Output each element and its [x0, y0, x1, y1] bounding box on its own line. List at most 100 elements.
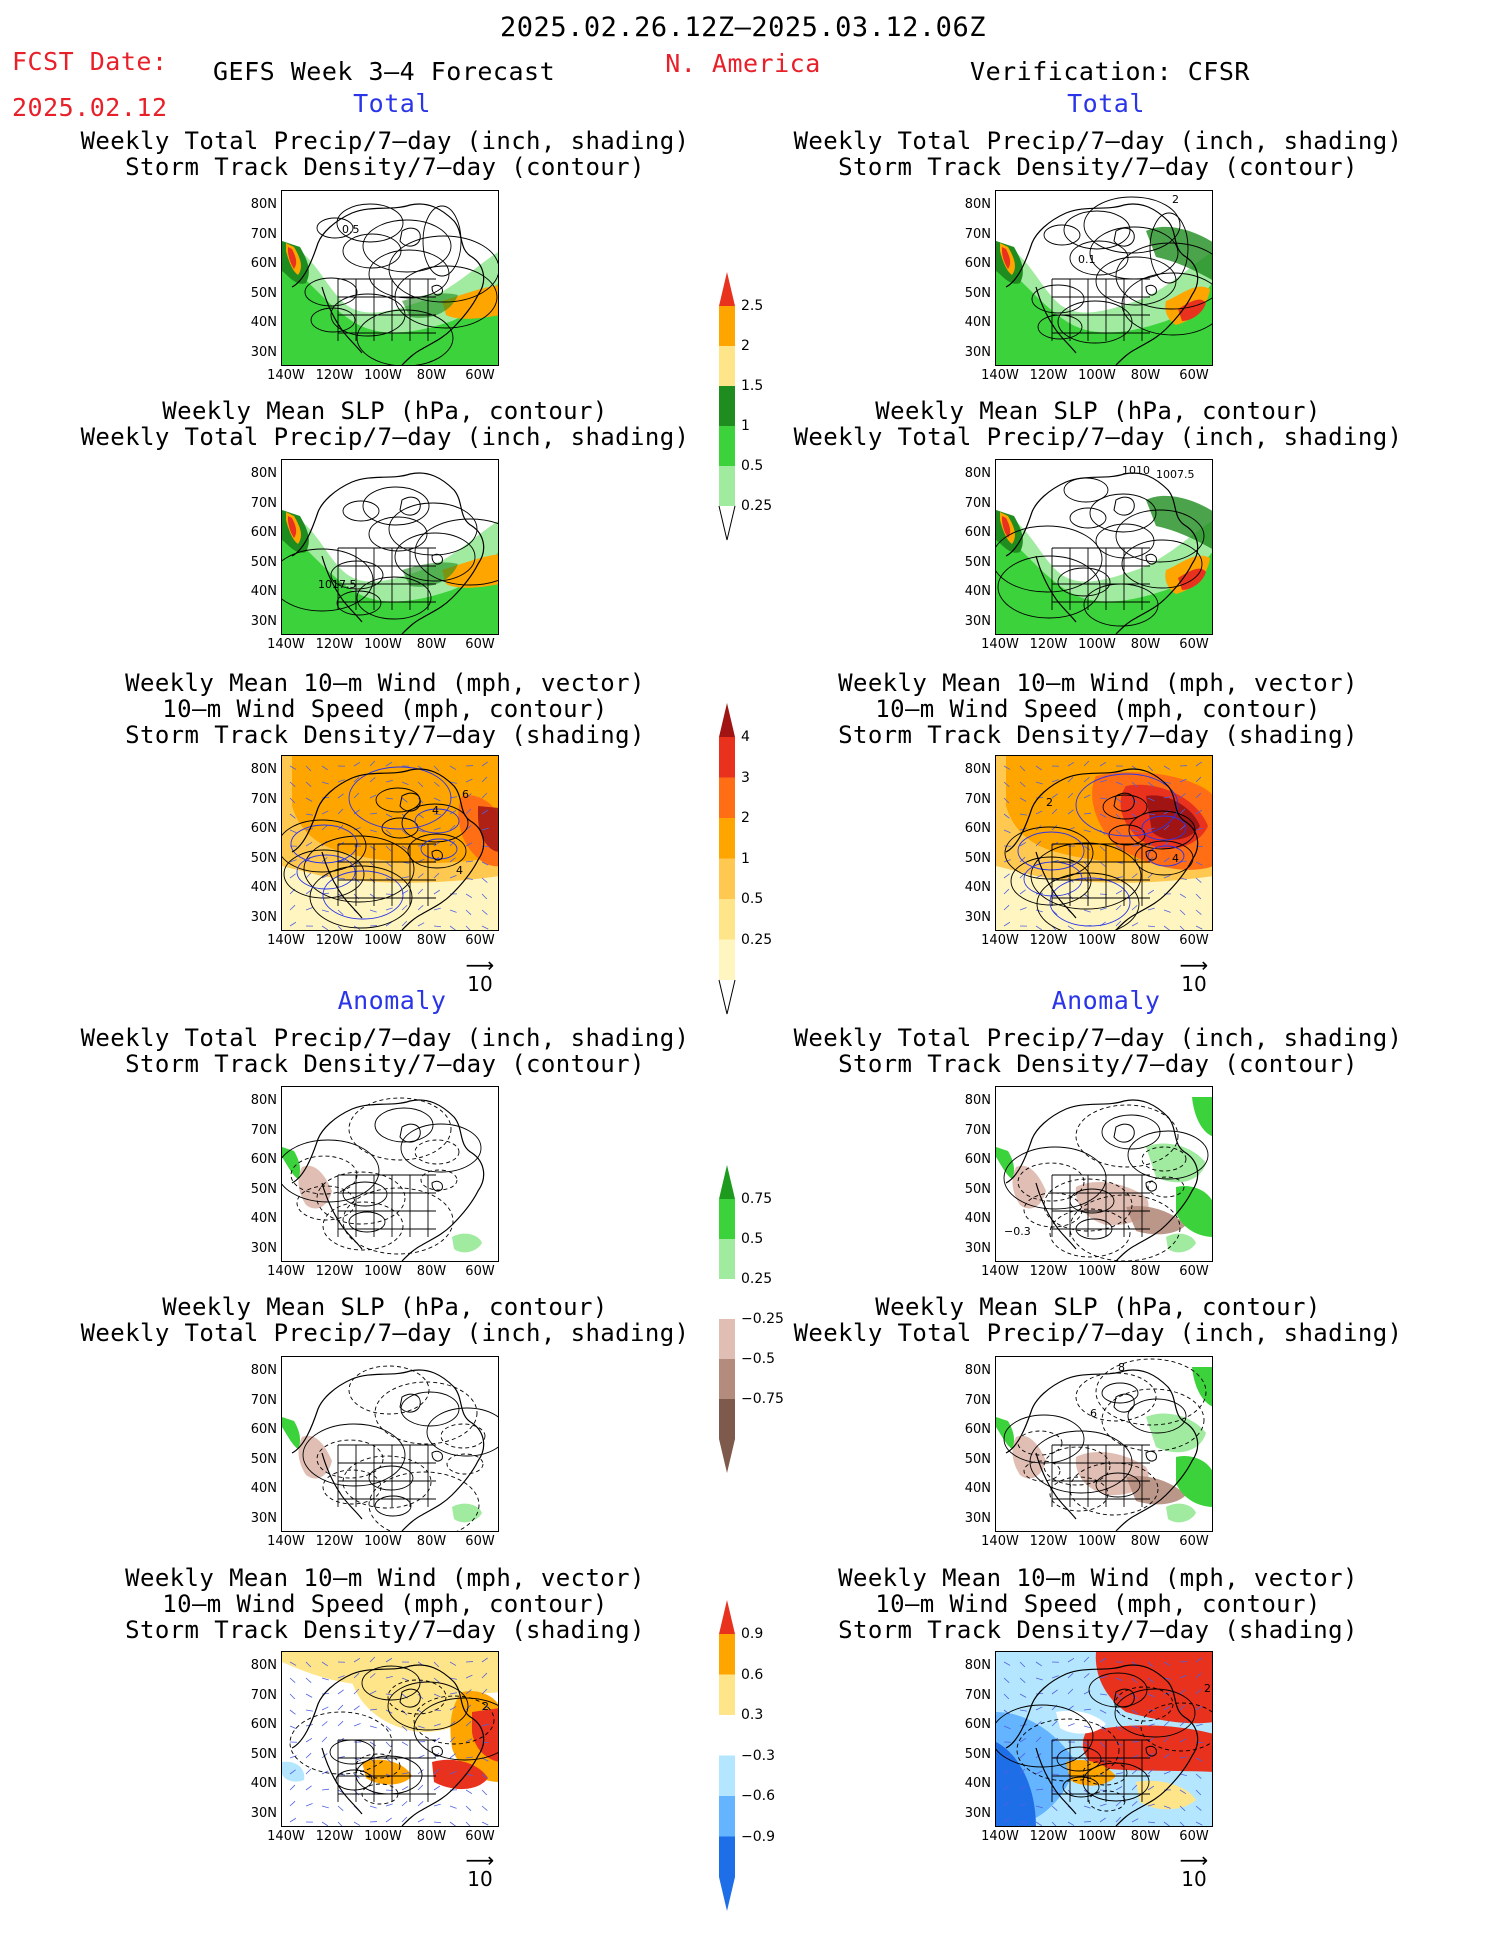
vector-ref-label: 10: [1181, 1867, 1206, 1891]
contour-label: 0.1: [1078, 253, 1096, 266]
wind-vector: [498, 862, 499, 867]
contour-line: [343, 501, 379, 521]
lon-tick-label: 80W: [1131, 369, 1160, 383]
wind-vector: [498, 795, 499, 798]
wind-vector: [498, 894, 499, 898]
forecast-period: 2025.02.26.12Z–2025.03.12.06Z: [500, 14, 986, 41]
contour-line: [1096, 257, 1176, 305]
colorbar-label: 2.5: [741, 299, 763, 313]
lat-tick-label: 50N: [957, 1453, 991, 1467]
lon-tick-label: 120W: [316, 1830, 354, 1844]
contour-line: [447, 1454, 483, 1474]
title-line: Weekly Total Precip/7–day (inch, shading…: [81, 1320, 690, 1346]
lat-tick-label: 30N: [957, 1242, 991, 1256]
lat-tick-label: 70N: [243, 228, 277, 242]
wind-vector: [1212, 1742, 1213, 1746]
colorbar-segment: [719, 1675, 735, 1716]
fcst-date-value: 2025.02.12: [12, 94, 168, 121]
colorbar-segment: [719, 737, 735, 778]
title-line: Storm Track Density/7–day (contour): [794, 154, 1403, 180]
colorbar-label: −0.75: [741, 1392, 784, 1406]
map-plot: [282, 1357, 499, 1532]
arrow-icon: ⟶: [466, 958, 495, 972]
lat-tick-label: 50N: [957, 1183, 991, 1197]
colorbar-segment: [719, 859, 735, 900]
lat-tick-label: 70N: [957, 1124, 991, 1138]
title-total-precip-right: Weekly Total Precip/7–day (inch, shading…: [794, 128, 1403, 180]
lat-tick-label: 30N: [957, 615, 991, 629]
colorbar-label: −0.5: [741, 1352, 775, 1366]
lat-tick-label: 40N: [243, 316, 277, 330]
colorbar-label: 0.75: [741, 1192, 772, 1206]
wind-vector: [1212, 795, 1213, 798]
lon-tick-label: 60W: [465, 369, 494, 383]
lon-tick-label: 120W: [1030, 1535, 1068, 1549]
colorbar-segment: [719, 1877, 735, 1911]
contour-line: [1070, 508, 1106, 528]
lat-tick-label: 60N: [957, 1153, 991, 1167]
colorbar-label: 3: [741, 771, 750, 785]
contour-line: [369, 250, 449, 298]
wind-vector: [498, 1726, 499, 1728]
title-line: Weekly Total Precip/7–day (inch, shading…: [794, 128, 1403, 154]
map-panel-total-slp-left: 1017.5: [281, 459, 499, 635]
lon-tick-label: 60W: [465, 1535, 494, 1549]
colorbar-label: 0.5: [741, 1232, 763, 1246]
wind-vector: [498, 761, 499, 766]
lat-tick-label: 60N: [243, 822, 277, 836]
colorbar-segment: [719, 778, 735, 819]
colorbar-label: 0.25: [741, 933, 772, 947]
colorbar-label: 0.9: [741, 1627, 763, 1641]
colorbar-label: 0.5: [741, 459, 763, 473]
contour-label: 4: [432, 804, 439, 817]
lat-tick-label: 70N: [243, 793, 277, 807]
lon-tick-label: 60W: [1179, 1830, 1208, 1844]
shading-region: [996, 1147, 1014, 1179]
wind-vector: [498, 1806, 499, 1808]
contour-label: 2: [1172, 193, 1179, 206]
shading-region: [282, 1417, 300, 1449]
map-plot: [282, 1087, 499, 1262]
lon-tick-label: 100W: [364, 638, 402, 652]
lat-tick-label: 80N: [957, 763, 991, 777]
lon-tick-label: 80W: [417, 1265, 446, 1279]
lon-tick-label: 60W: [465, 638, 494, 652]
contour-line: [1084, 197, 1180, 253]
lat-tick-label: 60N: [957, 257, 991, 271]
lon-tick-label: 120W: [316, 638, 354, 652]
vector-ref-total-right: ⟶10: [1180, 958, 1209, 996]
colorbar-label: 2: [741, 339, 750, 353]
wind-vector: [498, 925, 499, 926]
lat-tick-label: 80N: [243, 1364, 277, 1378]
lat-tick-label: 80N: [957, 198, 991, 212]
title-anom-slp-right: Weekly Mean SLP (hPa, contour) Weekly To…: [794, 1294, 1403, 1346]
colorbar-segment: [719, 703, 735, 737]
colorbar-segment: [719, 1199, 735, 1239]
contour-line: [343, 1188, 453, 1254]
lon-tick-label: 120W: [1030, 934, 1068, 948]
contour-line: [363, 487, 429, 525]
lat-tick-label: 60N: [957, 822, 991, 836]
lat-tick-label: 30N: [243, 346, 277, 360]
contour-line: [349, 1098, 451, 1160]
shading-region: [1166, 1234, 1196, 1253]
lat-tick-label: 50N: [957, 1748, 991, 1762]
lon-tick-label: 100W: [364, 1535, 402, 1549]
lat-tick-label: 30N: [243, 1242, 277, 1256]
lon-tick-label: 140W: [267, 1535, 305, 1549]
wind-vector: [1212, 894, 1213, 898]
wind-vector: [498, 878, 499, 883]
lon-tick-label: 120W: [1030, 638, 1068, 652]
map-panel-anom-precip-left: [281, 1086, 499, 1262]
map-plot: 2: [282, 1652, 499, 1827]
colorbar-segment: [719, 1756, 735, 1797]
contour-line: [389, 503, 477, 555]
colorbar-label: 1.5: [741, 379, 763, 393]
contour-line: [427, 1408, 499, 1456]
colorbar-lower-arrow: [719, 506, 735, 540]
lat-tick-label: 40N: [243, 1777, 277, 1791]
title-line: Storm Track Density/7–day (contour): [81, 1051, 690, 1077]
lat-tick-label: 80N: [957, 1659, 991, 1673]
lon-tick-label: 100W: [1078, 1535, 1116, 1549]
